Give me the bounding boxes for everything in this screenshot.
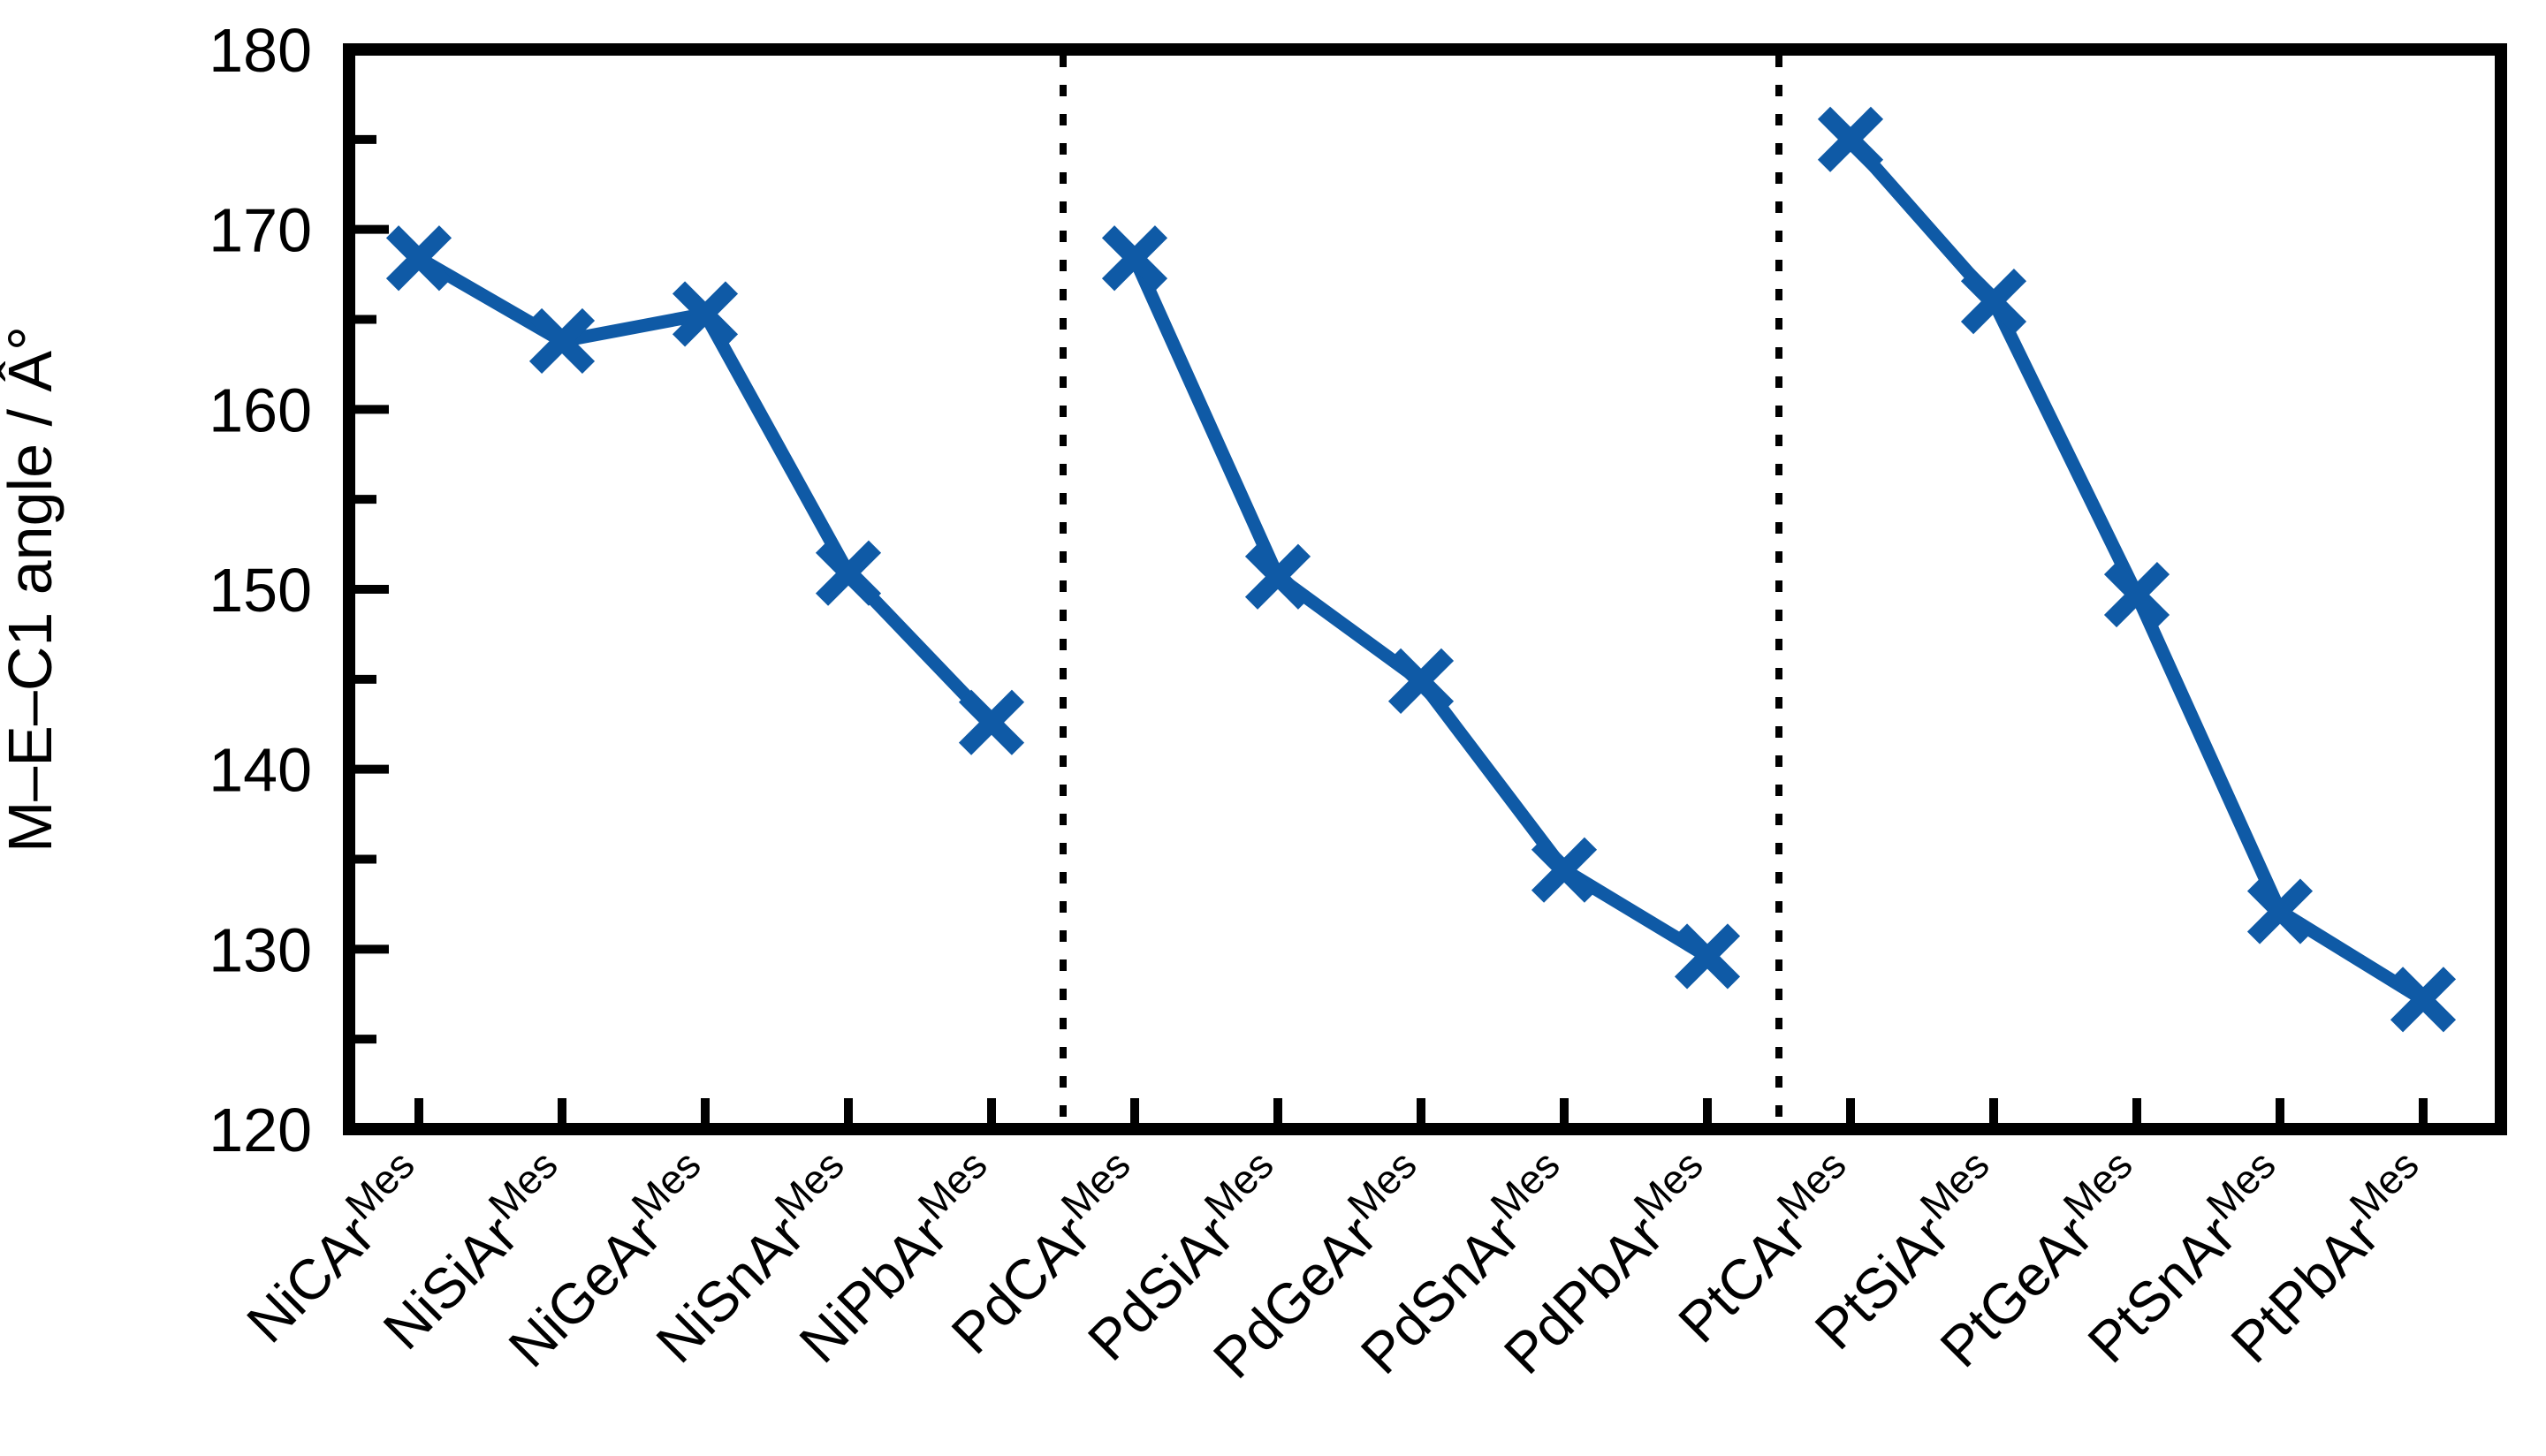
data-point-marker: [815, 540, 882, 606]
plot-frame-rect: [343, 43, 2507, 1135]
data-point-marker: [1674, 923, 1741, 990]
data-point-marker: [2390, 967, 2457, 1033]
y-axis-tick-labels: 120 130 140 150 160 170 180: [209, 16, 312, 1164]
y-tick-label: 180: [209, 16, 312, 85]
y-tick-label: 140: [209, 736, 312, 805]
plot-frame: [343, 43, 2507, 1135]
series-line: [415, 252, 997, 727]
data-point-marker: [1244, 543, 1311, 610]
data-series: [385, 106, 2457, 1033]
y-tick-label: 150: [209, 556, 312, 625]
series-line: [1129, 255, 1711, 962]
data-point-marker: [385, 225, 452, 292]
data-point-marker: [528, 307, 596, 375]
y-tick-label: 160: [209, 375, 312, 444]
y-tick-label: 170: [209, 196, 312, 265]
y-axis-title: M–E–C1 angle / Â°: [0, 326, 65, 853]
data-point-marker: [958, 689, 1025, 755]
data-point-marker: [1960, 269, 2027, 335]
y-tick-label: 120: [209, 1096, 312, 1164]
data-point-marker: [672, 281, 739, 347]
series-line: [1845, 134, 2427, 1005]
x-axis-ticks: [414, 1098, 2428, 1123]
x-axis-category-labels: NiCArMesNiSiArMesNiGeArMesNiSnArMesNiPbA…: [234, 1141, 2427, 1391]
data-point-marker: [2103, 562, 2170, 628]
y-tick-label: 130: [209, 915, 312, 984]
data-point-marker: [1101, 225, 1168, 292]
y-axis-ticks: [355, 134, 389, 1044]
data-point-marker: [1387, 648, 1455, 714]
group-separators: [1060, 56, 1782, 1123]
data-point-marker: [1531, 837, 1598, 903]
data-point-marker: [1817, 106, 1884, 172]
data-point-marker: [2246, 878, 2314, 944]
